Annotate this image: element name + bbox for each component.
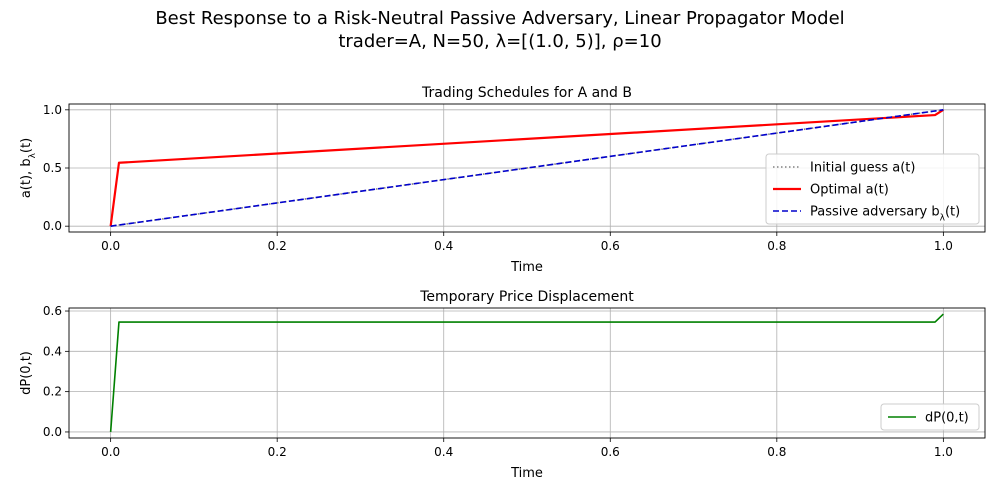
x-tick-label: 0.0 (101, 239, 120, 253)
figure-title-line-2: trader=A, N=50, λ=[(1.0, 5)], ρ=10 (338, 31, 662, 52)
legend-label-main: Initial guess a(t) (810, 161, 915, 176)
legend-label-tail: (t) (945, 205, 960, 220)
x-tick-label: 0.8 (767, 445, 786, 459)
x-tick-label: 0.6 (601, 445, 620, 459)
y-tick-label: 0.5 (43, 161, 62, 175)
y-tick-label: 0.6 (43, 304, 62, 318)
x-tick-label: 1.0 (934, 239, 953, 253)
y-axis-label-tail: (t) (19, 138, 34, 153)
y-axis-label-main: dP(0,t) (19, 351, 34, 395)
legend-box (765, 153, 980, 225)
legend-label-3: Passive adversary bλ(t) (810, 205, 960, 224)
y-axis-label: a(t), bλ(t) (19, 138, 38, 198)
legend-label-sub: λ (940, 214, 946, 224)
chart-title: Temporary Price Displacement (419, 289, 634, 305)
legend-label-1: Initial guess a(t) (810, 161, 915, 176)
figure-title-line-1: Best Response to a Risk-Neutral Passive … (155, 8, 845, 29)
series-line-2 (109, 108, 944, 227)
legend-box (880, 403, 980, 431)
chart-panel-1: 0.0 0.2 0.4 0.6 0.8 1.0 0.0 0.5 1.0 Trading Sched… (19, 85, 986, 275)
x-tick-label: 1.0 (934, 445, 953, 459)
y-tick-label: 1.0 (43, 103, 62, 117)
y-axis-label: dP(0,t) (19, 351, 34, 395)
x-tick-label: 0.0 (101, 445, 120, 459)
x-tick-label: 0.6 (601, 239, 620, 253)
series-line-1 (109, 313, 944, 433)
y-axis-label-sub: λ (28, 152, 38, 158)
legend-label-1: dP(0,t) (925, 411, 969, 426)
y-tick-label: 0.4 (43, 344, 62, 358)
x-tick-label: 0.2 (268, 239, 287, 253)
legend: Initial guess a(t) Optimal a(t) Passive ad… (765, 153, 980, 225)
x-tick-label: 0.8 (767, 239, 786, 253)
legend-label-main: Optimal a(t) (810, 183, 889, 198)
x-tick-label: 0.4 (434, 239, 453, 253)
x-axis-label: Time (510, 260, 543, 275)
chart-title: Trading Schedules for A and B (421, 85, 632, 101)
chart-panel-2: 0.0 0.2 0.4 0.6 0.8 1.0 0.0 0.2 0.4 0.6 Temporary … (19, 289, 986, 481)
legend: dP(0,t) (880, 403, 980, 431)
y-tick-label: 0.2 (43, 385, 62, 399)
legend-label-main: Passive adversary b (810, 205, 940, 220)
y-tick-label: 0.0 (43, 219, 62, 233)
x-axis-label: Time (510, 466, 543, 481)
x-tick-label: 0.4 (434, 445, 453, 459)
axes-frame (68, 307, 986, 439)
x-tick-label: 0.2 (268, 445, 287, 459)
series-line-3 (110, 109, 944, 227)
y-axis-label-main: a(t), b (19, 158, 34, 198)
legend-label-main: dP(0,t) (925, 411, 969, 426)
legend-label-2: Optimal a(t) (810, 183, 889, 198)
y-tick-label: 0.0 (43, 425, 62, 439)
